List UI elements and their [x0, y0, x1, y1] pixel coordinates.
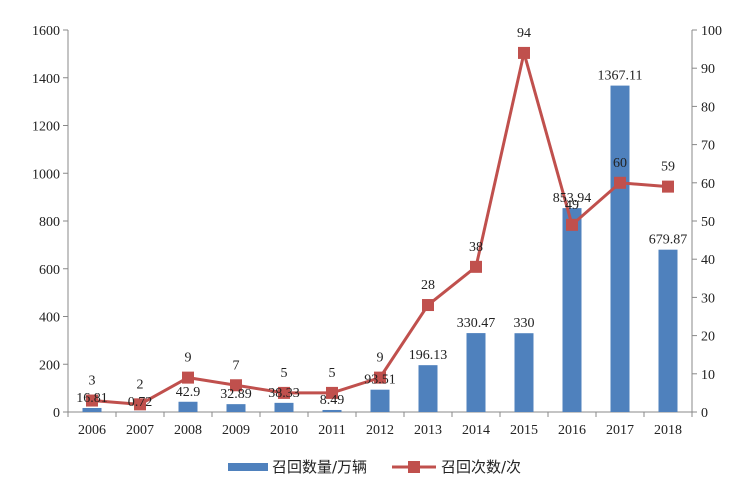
line-marker	[374, 371, 386, 384]
bar	[274, 402, 294, 412]
legend-line-label: 召回次数/次	[441, 458, 521, 476]
y-right-tick-label: 80	[701, 100, 715, 115]
line-marker	[278, 386, 290, 399]
x-tick-label: 2017	[606, 423, 634, 438]
line-value-label: 7	[233, 358, 240, 373]
line-value-label: 5	[281, 366, 288, 381]
legend-line-marker	[408, 461, 420, 473]
y-right-tick-label: 10	[701, 368, 715, 383]
bar	[82, 407, 102, 412]
x-tick-label: 2014	[462, 423, 490, 438]
line-marker	[86, 394, 98, 407]
x-tick-label: 2012	[366, 423, 394, 438]
bar-value-label: 330	[514, 316, 535, 331]
y-left-tick-label: 1400	[32, 72, 60, 87]
line-value-label: 60	[613, 156, 627, 171]
x-tick-label: 2007	[126, 423, 154, 438]
y-right-tick-label: 0	[701, 406, 708, 421]
bar-series	[82, 85, 678, 413]
y-left-tick-label: 0	[53, 406, 60, 421]
x-tick-label: 2011	[318, 423, 345, 438]
y-right-tick-label: 40	[701, 253, 715, 268]
y-left-tick-label: 800	[39, 215, 60, 230]
y-left-tick-label: 1200	[32, 120, 60, 135]
x-tick-label: 2015	[510, 423, 538, 438]
line-marker	[326, 386, 338, 399]
bar	[226, 404, 246, 412]
line-value-label: 94	[517, 26, 531, 41]
bar	[466, 333, 486, 412]
bar	[370, 389, 390, 412]
bar-value-label: 93.51	[364, 373, 396, 388]
line-marker	[230, 379, 242, 392]
bar-value-label: 32.89	[220, 387, 252, 402]
x-tick-label: 2010	[270, 423, 298, 438]
line-value-label: 28	[421, 278, 435, 293]
legend-bar-swatch	[228, 463, 268, 471]
bar	[322, 409, 342, 412]
bar-value-label: 8.49	[320, 393, 345, 408]
line-marker	[470, 260, 482, 273]
line-value-label: 2	[137, 377, 144, 392]
bar-value-label: 0.72	[128, 395, 153, 410]
bar-value-label: 679.87	[649, 233, 688, 248]
line-value-label: 38	[469, 240, 483, 255]
line-series	[86, 46, 674, 411]
line-marker	[134, 398, 146, 411]
y-left-tick-label: 200	[39, 358, 60, 373]
bar-value-label: 38.33	[268, 386, 300, 401]
line-value-label: 49	[565, 198, 579, 213]
y-right-tick-label: 70	[701, 139, 715, 154]
bar	[562, 208, 582, 412]
line-value-label: 9	[377, 351, 384, 366]
line-value-label: 3	[89, 374, 96, 389]
x-tick-label: 2018	[654, 423, 682, 438]
line-marker	[662, 180, 674, 193]
bar-value-label: 42.9	[176, 385, 201, 400]
bar-value-label: 330.47	[457, 316, 496, 331]
bar	[658, 249, 678, 412]
bar-value-label: 1367.11	[598, 69, 643, 84]
y-right-tick-label: 90	[701, 62, 715, 77]
line-marker	[614, 176, 626, 189]
x-tick-label: 2009	[222, 423, 250, 438]
legend: 召回数量/万辆 召回次数/次	[228, 458, 521, 476]
bar	[514, 333, 534, 412]
y-left-tick-label: 400	[39, 311, 60, 326]
y-right-tick-label: 20	[701, 330, 715, 345]
x-tick-label: 2008	[174, 423, 202, 438]
x-tick-label: 2006	[78, 423, 106, 438]
y-left-tick-label: 1000	[32, 167, 60, 182]
bar-value-label: 853.94	[553, 191, 592, 206]
y-right-tick-label: 100	[701, 24, 722, 39]
line-marker	[566, 218, 578, 231]
line-marker	[518, 46, 530, 59]
y-left-tick-label: 600	[39, 263, 60, 278]
bar	[610, 85, 630, 413]
bar	[418, 365, 438, 412]
y-right-tick-label: 50	[701, 215, 715, 230]
legend-bar-label: 召回数量/万辆	[272, 458, 367, 476]
line-marker	[182, 371, 194, 384]
bar	[178, 401, 198, 412]
y-right-tick-label: 60	[701, 177, 715, 192]
line-value-label: 9	[185, 351, 192, 366]
axes: 0200400600800100012001400160001020304050…	[32, 24, 722, 438]
x-tick-label: 2016	[558, 423, 586, 438]
line-value-label: 5	[329, 366, 336, 381]
x-tick-label: 2013	[414, 423, 442, 438]
y-right-tick-label: 30	[701, 291, 715, 306]
line-marker	[422, 299, 434, 312]
line-value-label: 59	[661, 160, 675, 175]
bar-value-label: 196.13	[409, 348, 448, 363]
bar-value-label: 16.81	[76, 391, 108, 406]
y-left-tick-label: 1600	[32, 24, 60, 39]
